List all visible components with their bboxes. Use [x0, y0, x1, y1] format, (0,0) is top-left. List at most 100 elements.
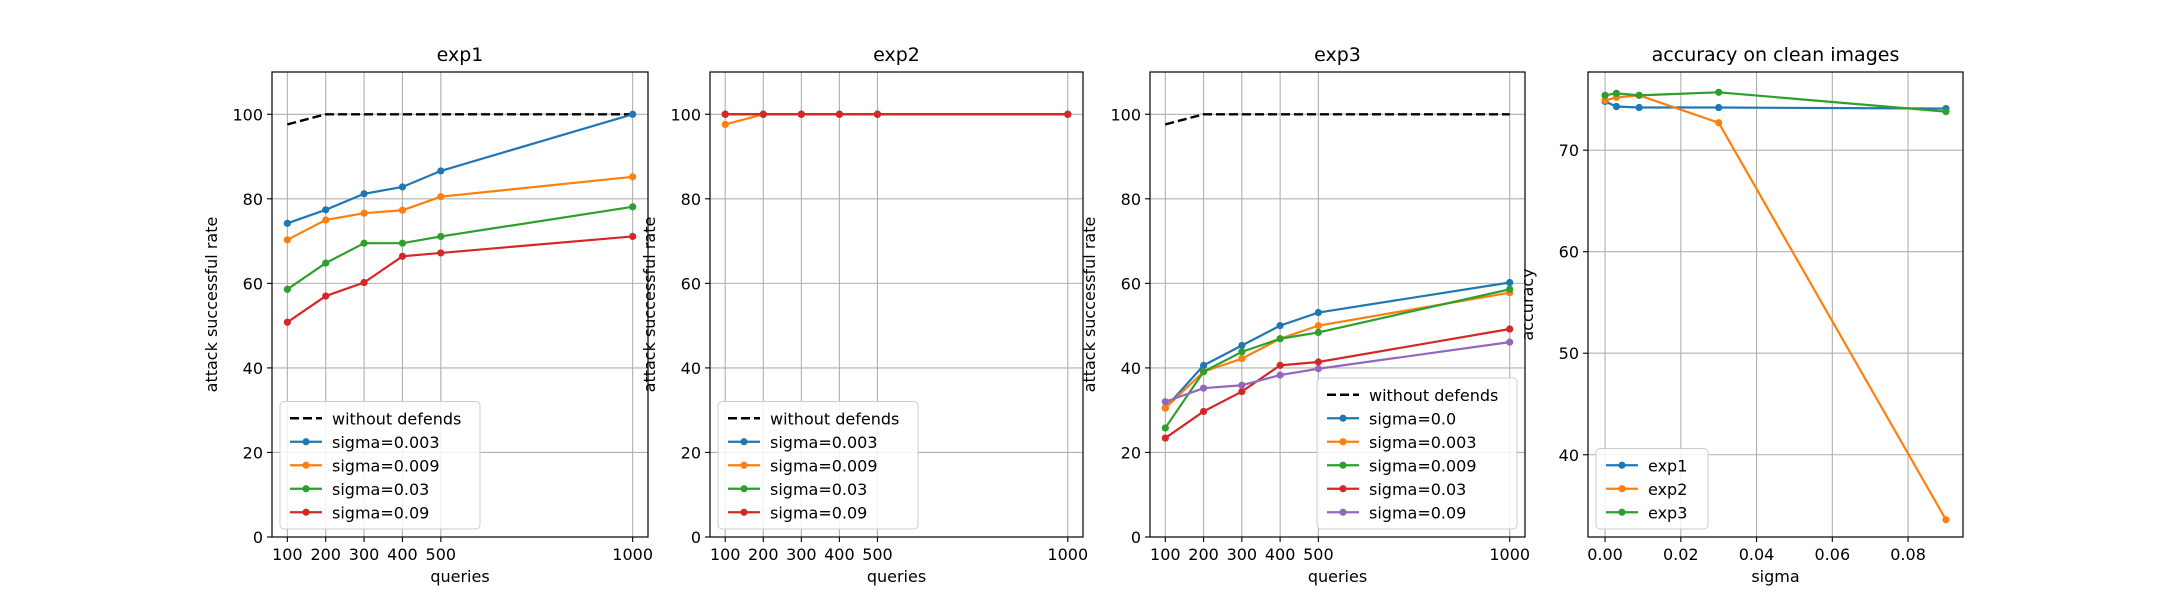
legend-label: sigma=0.03 — [1369, 480, 1466, 499]
x-axis-label: queries — [430, 567, 489, 586]
data-point — [1276, 371, 1284, 379]
data-point — [629, 203, 637, 211]
x-tick-label: 200 — [1188, 545, 1219, 564]
data-point — [437, 232, 445, 241]
y-tick-label: 100 — [670, 105, 701, 124]
x-tick-label: 400 — [387, 545, 418, 564]
legend-label: without defends — [1369, 386, 1498, 405]
chart-title: exp1 — [437, 44, 484, 66]
legend-marker — [1339, 485, 1347, 493]
legend-marker — [302, 485, 310, 493]
data-point — [1506, 325, 1514, 333]
legend-marker — [1339, 438, 1347, 446]
data-point — [1635, 91, 1643, 99]
x-tick-label: 1000 — [612, 545, 653, 564]
data-point — [1314, 308, 1322, 317]
x-tick-label: 100 — [272, 545, 303, 564]
legend-label: exp3 — [1648, 503, 1687, 522]
data-point — [1161, 404, 1169, 412]
legend-label: exp2 — [1648, 480, 1687, 499]
y-tick-label: 70 — [1559, 141, 1579, 160]
y-tick-label: 60 — [243, 274, 263, 293]
data-point — [1238, 381, 1246, 389]
data-point — [360, 209, 368, 217]
data-point — [1314, 328, 1322, 336]
data-point — [1161, 424, 1169, 432]
legend: exp1 exp2 exp3 — [1595, 448, 1709, 530]
legend-marker — [302, 461, 310, 469]
legend-label: sigma=0.03 — [332, 480, 429, 499]
x-tick-label: 100 — [1150, 545, 1181, 564]
legend-box — [279, 401, 481, 530]
legend-marker — [1339, 461, 1347, 469]
series-line-sigma=0.03 — [1164, 327, 1510, 439]
chart-title: exp3 — [1314, 44, 1361, 66]
y-axis-label: accuracy — [1518, 268, 1537, 340]
axes-frame — [1587, 71, 1964, 538]
data-point — [322, 206, 330, 214]
data-point — [1715, 103, 1723, 112]
data-point — [1314, 358, 1322, 366]
data-point — [1276, 322, 1284, 330]
legend-marker — [302, 508, 310, 516]
y-tick-label: 100 — [1110, 105, 1141, 124]
y-tick-label: 60 — [1559, 243, 1579, 262]
x-tick-label: 200 — [310, 545, 341, 564]
series-line-sigma=0.09 — [1164, 341, 1510, 403]
series-line-without defends — [1165, 113, 1510, 126]
data-point — [721, 120, 729, 129]
y-tick-label: 40 — [1121, 359, 1141, 378]
data-point — [1715, 88, 1723, 96]
x-axis-label: queries — [1308, 567, 1367, 586]
data-point — [1238, 387, 1246, 396]
x-tick-label: 500 — [862, 545, 893, 564]
legend-marker — [1618, 461, 1626, 469]
data-point — [721, 110, 729, 118]
legend-marker — [302, 438, 310, 446]
chart-panel-4: 0.00 0.02 0.04 0.06 0.08 40 50 60 70 accuracy on … — [1518, 44, 1964, 586]
data-point — [629, 110, 637, 118]
y-tick-label: 50 — [1559, 344, 1579, 363]
data-point — [1506, 285, 1514, 293]
legend-box — [1316, 377, 1518, 530]
data-point — [322, 216, 330, 224]
y-tick-label: 20 — [1121, 443, 1141, 462]
x-tick-label: 0.06 — [1815, 545, 1851, 564]
data-point — [437, 249, 445, 257]
data-point — [1276, 335, 1284, 343]
data-point — [360, 278, 368, 287]
data-point — [629, 173, 637, 181]
data-point — [398, 206, 407, 214]
series-line-sigma=0.009 — [724, 113, 1068, 126]
data-point — [1064, 110, 1072, 118]
data-point — [1199, 361, 1208, 369]
data-point — [759, 110, 767, 118]
data-point — [1506, 338, 1514, 346]
data-point — [283, 236, 291, 244]
data-point — [398, 183, 407, 191]
y-tick-label: 100 — [232, 105, 263, 124]
legend-label: sigma=0.03 — [770, 480, 867, 499]
data-point — [437, 167, 445, 175]
legend-marker — [740, 461, 748, 469]
data-point — [1238, 348, 1246, 356]
x-tick-label: 300 — [1227, 545, 1258, 564]
y-tick-label: 80 — [243, 190, 263, 209]
data-point — [1601, 91, 1609, 99]
data-point — [283, 318, 291, 326]
data-point — [1238, 355, 1246, 363]
data-point — [398, 239, 407, 247]
legend-label: exp1 — [1648, 456, 1687, 475]
series-line-sigma=0.0 — [1164, 281, 1510, 409]
legend-box — [1595, 448, 1709, 530]
data-point — [398, 252, 407, 260]
data-point — [1942, 516, 1950, 524]
y-tick-label: 20 — [681, 443, 701, 462]
chart-panel-2: 100 200 300 400 500 1000 0 20 40 60 80 100 exp2 queri… — [640, 44, 1088, 586]
legend-label: sigma=0.003 — [1369, 433, 1477, 452]
legend-marker — [740, 485, 748, 493]
legend: without defends sigma=0.0 sigma=0.003 sigma… — [1316, 377, 1518, 530]
series-line-sigma=0.003 — [286, 113, 633, 225]
data-point — [1199, 384, 1208, 392]
